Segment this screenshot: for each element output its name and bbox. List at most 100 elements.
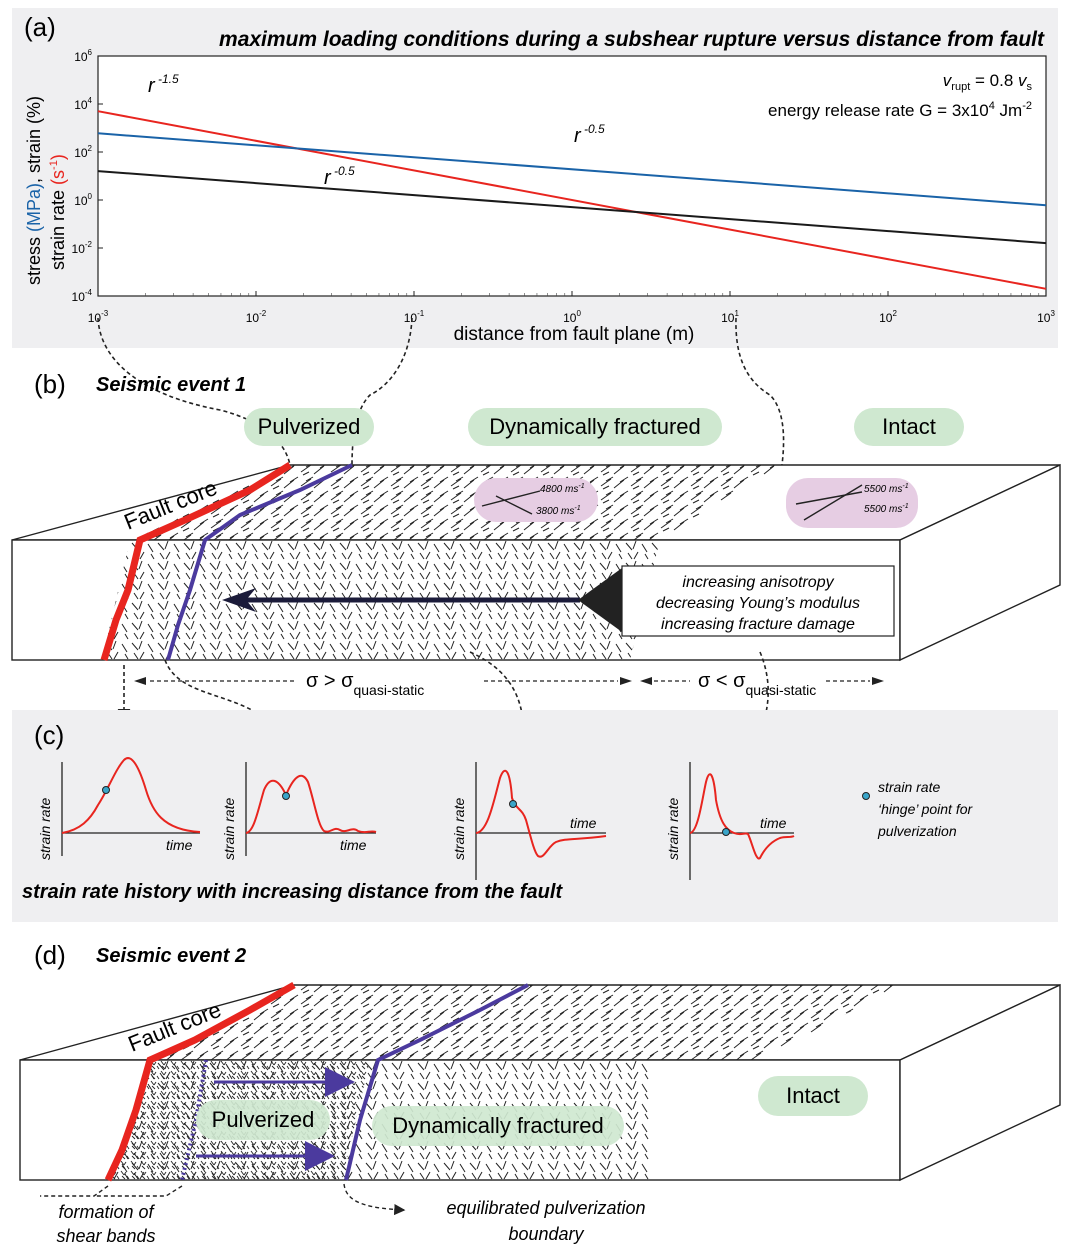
gradient-text-box [621,565,895,637]
velocity-label-3800: 3800 ms-1 [536,505,581,517]
sigma-arrow-right [872,677,884,685]
panel-c-caption: strain rate history with increasing dist… [22,881,563,903]
y-tick-label-0: 10-4 [72,288,93,304]
velocity-badge-intact [786,478,918,528]
y-tick-label-3: 102 [74,144,92,160]
y-tick-label-2: 100 [74,192,92,208]
pulverization-boundary [166,463,353,661]
gradient-line-3: increasing fracture damage [661,616,855,633]
fault-core-line [100,462,292,662]
boundary-note-line-1: equilibrated pulverization [446,1198,645,1218]
panel-a-label: (a) [24,12,56,42]
block2-fractured-top [150,985,900,1060]
panel-a-title: maximum loading conditions during a subs… [219,28,1045,51]
x-tick-label-3: 100 [563,309,581,325]
x-tick-label-6: 103 [1037,309,1055,325]
sigma-arrow-mid-left [640,677,652,685]
velocity-badge-fractured [474,478,598,522]
gradient-line-1: increasing anisotropy [682,574,834,591]
block2-pulverization-boundary [344,983,529,1181]
strain-rate-graph-3: strain rate time [451,762,607,880]
graph-1-ylabel: strain rate [37,798,53,860]
graph-1-xlabel: time [166,837,193,853]
strain-rate-graph-4: strain rate time [665,762,795,880]
block2-fault-core-line [104,981,296,1182]
y-axis-label-stress: stress (MPa), strain (%) [24,96,44,285]
series-line-2 [97,132,1047,207]
zone-badge-pulverized [244,408,374,446]
velocity-arrow-4 [803,484,863,521]
x-tick-label-2: 10-1 [404,309,425,325]
zone-label-dynamic: Dynamically fractured [489,414,701,439]
panel-b-title: Seismic event 1 [96,374,246,396]
annotation-r-0-5-blue: r -0.5 [574,122,605,147]
rupture-velocity-note: vrupt = 0.8 vs [943,71,1033,93]
block2-zone-badge-dynamic [372,1106,624,1146]
panel-d: (d) Seismic event 2 Fault core Pulverize… [19,940,1061,1246]
boundary-note-line-2: boundary [508,1224,584,1244]
x-tick-label-4: 101 [721,309,739,325]
fractured-top-zone [130,465,780,540]
x-tick-label-5: 102 [879,309,897,325]
annotation-r-1-5: r -1.5 [148,72,179,97]
velocity-label-4800: 4800 ms-1 [540,483,585,495]
zone-label-intact: Intact [882,414,936,439]
hinge-point-legend-marker [862,792,870,800]
series-line-3 [97,170,1047,245]
sigma-less-label: σ < σquasi-static [698,670,816,698]
gradient-line-2: decreasing Young’s modulus [656,595,860,612]
sigma-arrow-left [134,677,146,685]
y-tick-label-1: 10-2 [72,240,93,256]
graph-3-xlabel: time [570,815,597,831]
annotation-r-0-5-black: r -0.5 [324,164,355,189]
panel-c: (c) strain rate time strain rate time st… [12,710,1058,922]
velocity-arrow-3 [795,491,863,505]
chart-series [97,110,1047,290]
panel-d-title: Seismic event 2 [96,945,246,967]
block2-zone-label-pulverized: Pulverized [212,1107,315,1132]
panel-d-label: (d) [34,940,66,970]
shear-note-line-2: shear bands [56,1226,155,1246]
y-tick-label-5: 106 [74,48,92,64]
shear-note-line-1: formation of [58,1202,155,1222]
sigma-arrow-mid-right [620,677,632,685]
graph-2-xlabel: time [340,837,367,853]
graph-3-ylabel: strain rate [451,798,467,860]
panel-b-label: (b) [34,369,66,399]
sigma-greater-label: σ > σquasi-static [306,670,424,698]
velocity-arrow-1 [481,490,541,507]
gradient-arrow-head [222,588,256,612]
plot-area [97,55,1047,297]
gradient-arrow-tail [578,568,622,632]
energy-release-note: energy release rate G = 3x104 Jm-2 [768,100,1032,120]
block-side-face [899,463,1061,662]
panel-c-background [12,710,1058,922]
series-line-1 [97,110,1047,290]
velocity-label-5500-a: 5500 ms-1 [864,483,909,495]
shear-note-leader-1 [40,1185,109,1197]
block2-zone-badge-pulverized [196,1100,330,1140]
zone-badge-intact [854,408,964,446]
panel-a: (a) maximum loading conditions during a … [12,8,1058,348]
boundary-note-leader [343,1183,406,1216]
y-axis-label-rate: strain rate (s-1) [48,154,68,270]
legend-line-1: strain rate [878,779,940,795]
graph-4-ylabel: strain rate [665,798,681,860]
graph-2-ylabel: strain rate [221,798,237,860]
x-tick-label-1: 10-2 [246,309,267,325]
x-axis-label: distance from fault plane (m) [454,324,695,345]
strain-rate-graph-2: strain rate time [221,762,377,860]
panel-c-label: (c) [34,720,64,750]
strain-rate-graph-1: strain rate time [37,757,201,860]
block2-zone-label-dynamic: Dynamically fractured [392,1113,604,1138]
block2-side-face [899,983,1061,1182]
graph-4-xlabel: time [760,815,787,831]
velocity-arrow-2 [495,495,533,515]
zone-badge-dynamic [468,408,722,446]
y-tick-label-4: 104 [74,96,92,112]
shear-note-leader-2 [96,1185,183,1197]
block2-zone-badge-intact [758,1076,868,1116]
legend-line-3: pulverization [877,823,957,839]
panel-b: (b) Seismic event 1 Pulverized Dynamical… [11,369,1061,698]
